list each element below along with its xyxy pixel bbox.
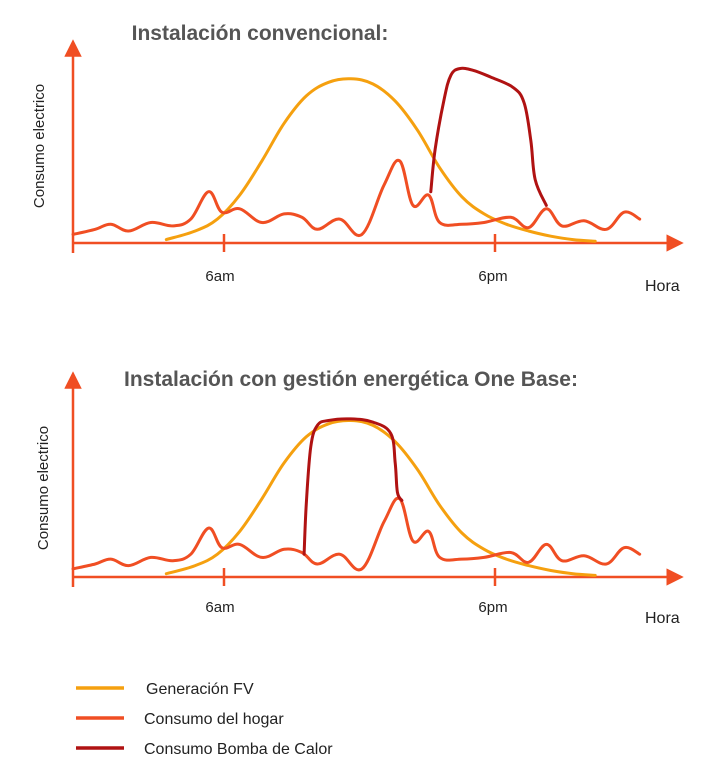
chart-1-x-axis-label: Hora	[645, 278, 680, 295]
chart-1-title: Instalación convencional:	[132, 22, 389, 45]
legend-label-consumo-hogar: Consumo del hogar	[144, 711, 284, 728]
chart-2-title: Instalación con gestión energética One B…	[124, 368, 578, 391]
legend-label-bomba-calor: Consumo Bomba de Calor	[144, 741, 333, 758]
chart-2-y-axis-label: Consumo electrico	[35, 426, 52, 550]
chart-1-tick-label-6pm: 6pm	[478, 268, 507, 285]
chart-2-x-axis-label: Hora	[645, 610, 680, 627]
chart-2: Instalación con gestión energética One B…	[35, 368, 684, 627]
chart-1-tick-label-6am: 6am	[205, 268, 234, 285]
chart-1-series-consumo-bomba-de-calor	[429, 66, 548, 207]
chart-2-tick-label-6pm: 6pm	[478, 599, 507, 616]
chart-1-series-consumo-del-hogar	[71, 158, 642, 238]
chart-1: Instalación convencional: 6am 6pm Hora C…	[31, 22, 684, 295]
chart-1-series-group	[71, 66, 642, 243]
chart-1-series-generacion-fv	[164, 77, 597, 243]
chart-2-tick-label-6am: 6am	[205, 599, 234, 616]
chart-2-series-consumo-del-hogar	[71, 496, 642, 572]
chart-2-series-generacion-fv	[164, 418, 597, 577]
chart-2-series-group	[71, 417, 642, 577]
legend: Generación FV Consumo del hogar Consumo …	[76, 681, 333, 758]
chart-2-series-consumo-bomba-de-calor	[302, 417, 404, 556]
chart-1-y-axis-label: Consumo electrico	[31, 84, 48, 208]
legend-label-generacion-fv: Generación FV	[146, 681, 254, 698]
